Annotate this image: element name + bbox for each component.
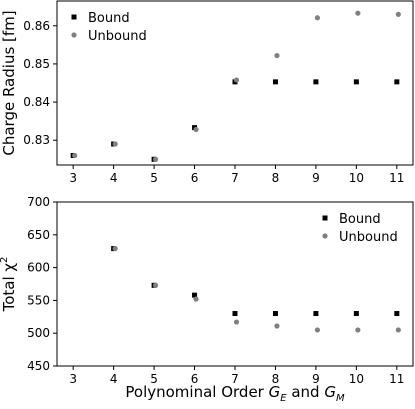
y-tick-label: 500 <box>27 326 50 340</box>
point-unbound <box>233 77 240 83</box>
charge-radius-panel: 3 4 5 6 7 8 9 10 11 0.83 0.84 0.85 0.86 Charge Radius… <box>0 0 414 185</box>
point-unbound <box>152 282 159 288</box>
x-tick-label: 10 <box>349 372 364 386</box>
point-unbound <box>314 15 321 21</box>
x-tick-label: 4 <box>110 171 118 185</box>
point-unbound <box>112 141 118 147</box>
chi-squared-panel: 3 4 5 6 7 8 9 10 11 450 500 550 600 650 700 Total χ2 Pol… <box>0 195 414 404</box>
x-tick-label: 3 <box>69 372 77 386</box>
x-tick-label: 5 <box>150 372 158 386</box>
point-unbound <box>395 11 401 17</box>
legend: Bound Unbound <box>322 212 398 245</box>
y-tick-label: 0.84 <box>23 95 50 109</box>
point-bound <box>192 292 198 298</box>
y-tick-label: 700 <box>27 195 50 209</box>
legend-marker-bound <box>71 14 77 20</box>
legend-marker-bound <box>322 215 328 221</box>
x-tick-label: 8 <box>272 372 280 386</box>
x-tick-label: 7 <box>231 372 239 386</box>
point-unbound <box>233 319 240 325</box>
point-unbound <box>72 152 78 159</box>
x-tick-label: 11 <box>389 171 404 185</box>
y-axis-label: Total χ2 <box>0 257 18 313</box>
point-unbound <box>355 327 361 333</box>
legend-label-bound: Bound <box>88 11 130 26</box>
x-tick-label: 11 <box>389 372 404 386</box>
point-unbound <box>112 245 118 252</box>
legend-label-bound: Bound <box>339 212 381 227</box>
x-tick-label: 9 <box>312 372 320 386</box>
y-tick-label: 450 <box>27 359 50 373</box>
x-tick-label: 9 <box>312 171 320 185</box>
point-bound <box>313 311 319 317</box>
legend-marker-unbound <box>322 233 328 239</box>
point-bound <box>272 79 278 85</box>
legend-label-unbound: Unbound <box>339 230 398 245</box>
x-tick-label: 8 <box>272 171 280 185</box>
x-tick-label: 3 <box>69 171 77 185</box>
legend-label-unbound: Unbound <box>88 29 147 44</box>
point-bound <box>353 79 359 85</box>
y-tick-label: 0.85 <box>23 57 50 71</box>
point-unbound <box>193 296 199 302</box>
y-tick-label: 600 <box>27 261 50 275</box>
x-tick-label: 6 <box>191 171 199 185</box>
legend: Bound Unbound <box>71 11 147 44</box>
point-unbound <box>355 10 361 16</box>
point-bound <box>353 311 359 317</box>
point-bound <box>394 79 400 85</box>
point-bound <box>272 311 278 317</box>
point-unbound <box>152 156 159 162</box>
x-tick-label: 4 <box>110 372 118 386</box>
point-unbound <box>193 126 199 133</box>
point-bound <box>313 79 319 85</box>
x-tick-label: 6 <box>191 372 199 386</box>
legend-marker-unbound <box>71 32 77 38</box>
y-tick-label: 0.83 <box>23 133 50 147</box>
y-axis-label: Charge Radius [fm] <box>0 10 18 155</box>
y-tick-label: 0.86 <box>23 19 50 33</box>
x-tick-label: 7 <box>231 171 239 185</box>
x-tick-label: 5 <box>150 171 158 185</box>
point-bound <box>394 311 400 317</box>
point-unbound <box>314 327 321 333</box>
point-unbound <box>274 52 280 59</box>
point-bound <box>232 311 238 317</box>
x-axis-label: Polynominal Order GE and GM <box>125 383 345 404</box>
point-unbound <box>395 327 401 333</box>
point-unbound <box>274 323 280 329</box>
y-tick-label: 650 <box>27 228 50 242</box>
y-tick-label: 550 <box>27 293 50 307</box>
x-tick-label: 10 <box>349 171 364 185</box>
